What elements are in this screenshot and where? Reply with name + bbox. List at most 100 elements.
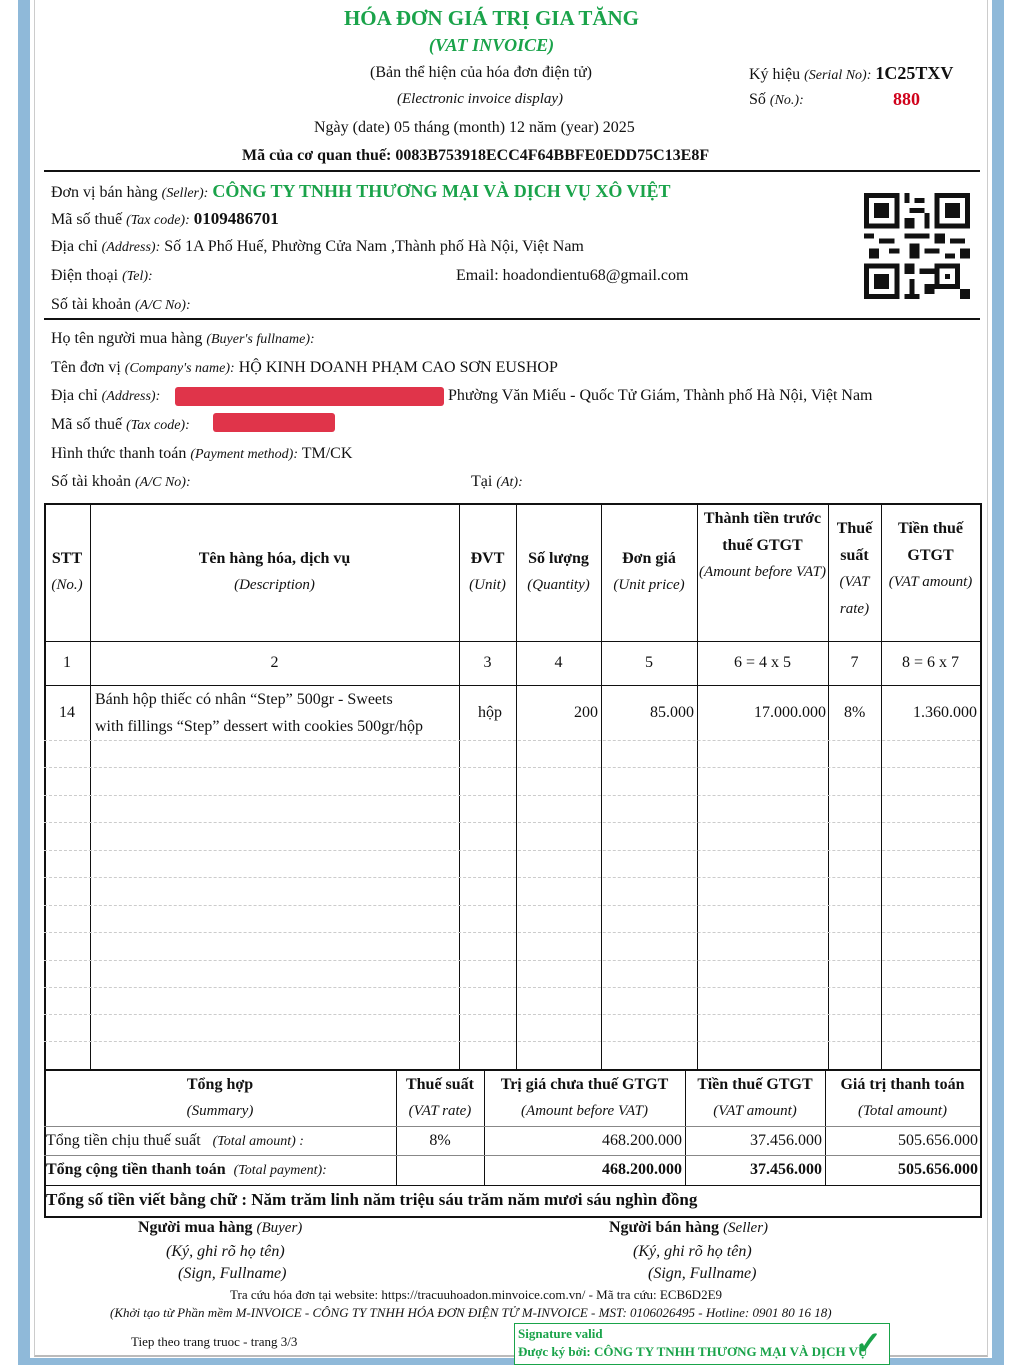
- buyer-at-label: Tại: [471, 473, 493, 490]
- column-header: ĐVT (Unit): [459, 545, 516, 599]
- software-info: (Khởi tạo từ Phần mềm M-INVOICE - CÔNG T…: [110, 1305, 832, 1320]
- divider: [44, 170, 980, 172]
- row-rate: 8%: [844, 704, 866, 721]
- column-header: Số lượng (Quantity): [516, 545, 601, 599]
- buyer-sign-title-en: (Buyer): [256, 1220, 303, 1236]
- summary-column-header: Giá trị thanh toán (Total amount): [825, 1071, 980, 1125]
- serial-value: 1C25TXV: [875, 63, 954, 83]
- seller-sign-hint-en: (Sign, Fullname): [648, 1265, 757, 1282]
- display-en: (Electronic invoice display): [397, 91, 564, 107]
- display-vi: (Bản thể hiện của hóa đơn điện tử): [370, 64, 592, 81]
- column-header: Tiền thuế GTGT (VAT amount): [881, 515, 980, 596]
- summary-header-title: Giá trị thanh toán: [840, 1076, 965, 1093]
- row-amount: 17.000.000: [754, 704, 826, 721]
- summary-header-title: Trị giá chưa thuế GTGT: [500, 1076, 669, 1093]
- summary-row2-label: Tổng cộng tiền thanh toán: [46, 1161, 226, 1178]
- seller-address: Số 1A Phố Huế, Phường Cửa Nam ,Thành phố…: [164, 238, 584, 255]
- summary-table: [44, 1069, 982, 1218]
- buyer-addr-label-en: (Address):: [101, 389, 161, 404]
- seller-addr-label: Địa chỉ: [51, 238, 98, 255]
- summary-header-subtitle: (Summary): [186, 1103, 254, 1119]
- column-header-subtitle: (No.): [51, 577, 83, 593]
- no-label-en: (No.):: [769, 93, 804, 108]
- column-number: 6 = 4 x 5: [733, 654, 792, 671]
- column-header-title: STT: [51, 550, 83, 567]
- summary-row1-label: Tổng tiền chịu thuế suất: [46, 1132, 201, 1149]
- amount-words-label: Tổng số tiền viết bằng chữ: [46, 1190, 238, 1209]
- summary-header-title: Tiền thuế GTGT: [697, 1076, 813, 1093]
- row-qty: 200: [574, 704, 598, 721]
- column-header-subtitle: (Quantity): [527, 577, 590, 593]
- buyer-company-label-en: (Company's name):: [124, 361, 235, 376]
- inner-frame: [34, 0, 988, 1357]
- summary-header-title: Thuế suất: [405, 1076, 475, 1093]
- redacted-tax-code: [213, 413, 335, 432]
- column-header-subtitle: (Unit): [469, 577, 506, 593]
- summary-column-header: Trị giá chưa thuế GTGT (Amount before VAT…: [484, 1071, 685, 1125]
- column-number: 8 = 6 x 7: [901, 654, 960, 671]
- buyer-acc-label: Số tài khoản: [51, 473, 131, 490]
- no-label: Số: [749, 91, 766, 108]
- buyer-tax-label: Mã số thuế: [51, 416, 123, 433]
- row-price: 85.000: [650, 704, 694, 721]
- frame-right: [992, 0, 1004, 1360]
- row-no: 14: [59, 704, 75, 721]
- invoice-title: HÓA ĐƠN GIÁ TRỊ GIA TĂNG: [343, 6, 640, 30]
- seller-acc-label-en: (A/C No):: [135, 298, 191, 313]
- seller-addr-label-en: (Address):: [101, 240, 161, 255]
- seller-sign-title-en: (Seller): [723, 1220, 769, 1236]
- column-header: Tên hàng hóa, dịch vụ (Description): [90, 545, 459, 599]
- buyer-fullname-label: Họ tên người mua hàng: [51, 330, 203, 347]
- column-header-subtitle: (Amount before VAT): [699, 564, 826, 580]
- column-header-title: Tiền thuế GTGT: [897, 520, 964, 564]
- serial-label-en: (Serial No):: [804, 68, 872, 83]
- row-vat: 1.360.000: [913, 704, 977, 721]
- summary-row2-total: 505.656.000: [898, 1161, 978, 1178]
- column-number: 5: [645, 654, 653, 671]
- lookup-info: Tra cứu hóa đơn tại website: https://tra…: [230, 1287, 723, 1302]
- seller-acc-label: Số tài khoản: [51, 296, 131, 313]
- summary-row2-before: 468.200.000: [602, 1161, 682, 1178]
- summary-row1-before: 468.200.000: [602, 1132, 682, 1149]
- column-header-title: ĐVT: [470, 550, 505, 567]
- buyer-sign-hint: (Ký, ghi rõ họ tên): [166, 1243, 285, 1260]
- signature-valid: Signature valid: [518, 1326, 603, 1341]
- column-header: Thành tiền trước thuế GTGT (Amount before…: [697, 505, 828, 586]
- seller-sign-title: Người bán hàng: [609, 1219, 720, 1236]
- column-number: 2: [270, 654, 279, 671]
- buyer-sign-title: Người mua hàng: [138, 1219, 253, 1236]
- summary-column-header: Thuế suất (VAT rate): [396, 1071, 484, 1125]
- buyer-addr-label: Địa chỉ: [51, 387, 98, 404]
- invoice-date: Ngày (date) 05 tháng (month) 12 năm (yea…: [314, 119, 635, 136]
- redacted-address: [175, 387, 444, 406]
- column-header-subtitle: (Unit price): [613, 577, 685, 593]
- summary-row1-rate: 8%: [429, 1132, 451, 1149]
- row-desc-1: Bánh hộp thiếc có nhân “Step” 500gr - Sw…: [95, 691, 393, 708]
- column-number: 3: [483, 654, 492, 671]
- buyer-company-label: Tên đơn vị: [51, 359, 121, 376]
- column-header: STT (No.): [44, 545, 90, 599]
- buyer-tax-label-en: (Tax code):: [126, 418, 190, 433]
- serial-label: Ký hiệu: [749, 66, 801, 83]
- row-unit: hộp: [478, 704, 502, 721]
- buyer-sign-hint-en: (Sign, Fullname): [178, 1265, 287, 1282]
- summary-row2-label-en: (Total payment):: [233, 1163, 327, 1178]
- summary-row2-vat: 37.456.000: [750, 1161, 822, 1178]
- column-header-title: Số lượng: [528, 550, 589, 567]
- buyer-address: Phường Văn Miếu - Quốc Tử Giám, Thành ph…: [448, 387, 873, 404]
- column-header-subtitle: (Description): [234, 577, 315, 593]
- summary-header-title: Tổng hợp: [186, 1076, 254, 1093]
- column-header-title: Tên hàng hóa, dịch vụ: [198, 550, 351, 567]
- summary-row1-total: 505.656.000: [898, 1132, 978, 1149]
- checkmark-icon: ✓: [855, 1325, 882, 1361]
- column-number: 4: [554, 654, 563, 671]
- column-header-subtitle: (VAT amount): [888, 574, 973, 590]
- row-desc-2: with fillings “Step” dessert with cookie…: [95, 718, 423, 735]
- seller-tel-label-en: (Tel):: [122, 269, 153, 284]
- column-header-title: Thành tiền trước thuế GTGT: [703, 510, 822, 554]
- seller-name: CÔNG TY TNHH THƯƠNG MẠI VÀ DỊCH VỤ XÔ VI…: [212, 181, 671, 201]
- seller-label: Đơn vị bán hàng: [51, 184, 158, 201]
- seller-tax-label-en: (Tax code):: [126, 213, 190, 228]
- summary-column-header: Tổng hợp (Summary): [44, 1071, 396, 1125]
